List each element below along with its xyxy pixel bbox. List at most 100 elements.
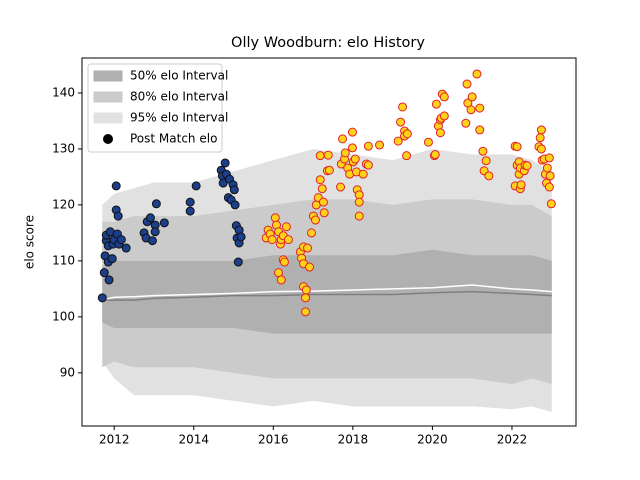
match-point xyxy=(461,118,471,128)
chart-title: Olly Woodburn: elo History xyxy=(231,35,425,51)
legend-swatch xyxy=(93,70,123,82)
match-point xyxy=(544,182,554,192)
match-point xyxy=(324,165,334,175)
match-point xyxy=(423,137,433,147)
y-tick-label: 140 xyxy=(52,85,75,99)
match-point xyxy=(283,235,293,245)
y-axis-label: elo score xyxy=(23,215,37,269)
match-point xyxy=(150,227,160,237)
match-point xyxy=(315,151,325,161)
legend-box xyxy=(87,63,223,153)
match-point xyxy=(151,199,161,209)
match-point xyxy=(185,206,195,216)
match-point xyxy=(430,150,440,160)
match-point xyxy=(303,243,313,253)
match-point xyxy=(281,222,291,232)
x-tick-label: 2012 xyxy=(99,433,130,447)
match-point xyxy=(317,184,327,194)
legend-label: 50% elo Interval xyxy=(130,69,228,83)
match-point xyxy=(315,175,325,185)
interval-band xyxy=(102,249,552,334)
x-tick-label: 2016 xyxy=(258,433,289,447)
match-point xyxy=(439,92,449,102)
y-tick-label: 110 xyxy=(52,253,75,267)
match-point xyxy=(107,254,117,264)
match-point xyxy=(350,154,360,164)
legend-marker xyxy=(103,134,113,144)
x-tick-label: 2020 xyxy=(417,433,448,447)
x-tick-label: 2014 xyxy=(178,433,209,447)
legend-label: 95% elo Interval xyxy=(130,111,228,125)
match-point xyxy=(338,134,348,144)
match-point xyxy=(402,151,412,161)
legend-label: Post Match elo xyxy=(130,132,217,146)
match-point xyxy=(301,307,311,317)
match-point xyxy=(484,171,494,181)
match-point xyxy=(466,105,476,115)
match-point xyxy=(218,178,228,188)
match-point xyxy=(347,143,357,153)
match-point xyxy=(301,285,311,295)
match-point xyxy=(475,103,485,113)
match-point xyxy=(542,163,552,173)
match-point xyxy=(481,156,491,166)
match-point xyxy=(535,133,545,143)
match-point xyxy=(113,211,123,221)
match-point xyxy=(159,218,169,228)
match-point xyxy=(147,236,157,246)
match-point xyxy=(512,142,522,152)
match-point xyxy=(358,169,368,179)
match-point xyxy=(318,197,328,207)
match-point xyxy=(305,262,315,272)
match-point xyxy=(306,228,316,238)
axes-frame xyxy=(81,57,577,427)
match-point xyxy=(301,293,311,303)
match-point xyxy=(363,160,373,170)
match-point xyxy=(462,79,472,89)
match-point xyxy=(431,99,441,109)
match-point xyxy=(121,243,131,253)
match-point xyxy=(111,181,121,191)
match-point xyxy=(145,213,155,223)
y-tick-label: 130 xyxy=(52,141,75,155)
match-point xyxy=(230,200,240,210)
match-point xyxy=(279,257,289,267)
match-point xyxy=(220,158,230,168)
match-point xyxy=(544,153,554,163)
match-point xyxy=(354,197,364,207)
match-point xyxy=(516,180,526,190)
match-point xyxy=(276,275,286,285)
median-line xyxy=(102,290,552,301)
match-point xyxy=(270,213,280,223)
match-point xyxy=(323,150,333,160)
y-tick-label: 100 xyxy=(52,309,75,323)
match-point xyxy=(396,117,406,127)
y-tick-label: 120 xyxy=(52,197,75,211)
match-point xyxy=(104,275,114,285)
x-tick-label: 2022 xyxy=(497,433,528,447)
match-point xyxy=(336,182,346,192)
match-point xyxy=(472,69,482,79)
match-point xyxy=(393,136,403,146)
match-point xyxy=(398,102,408,112)
match-point xyxy=(99,268,109,278)
match-point xyxy=(97,293,107,303)
match-point xyxy=(363,141,373,151)
legend-swatch xyxy=(93,91,123,103)
median-line xyxy=(102,284,552,301)
match-point xyxy=(310,215,320,225)
match-point xyxy=(191,181,201,191)
match-point xyxy=(439,111,449,121)
match-point xyxy=(478,146,488,156)
match-point xyxy=(347,127,357,137)
match-point xyxy=(402,129,412,139)
match-point xyxy=(319,208,329,218)
match-point xyxy=(546,199,556,209)
match-point xyxy=(545,171,555,181)
match-point xyxy=(467,92,477,102)
match-point xyxy=(340,148,350,158)
match-point xyxy=(229,185,239,195)
plot-area xyxy=(97,69,556,413)
